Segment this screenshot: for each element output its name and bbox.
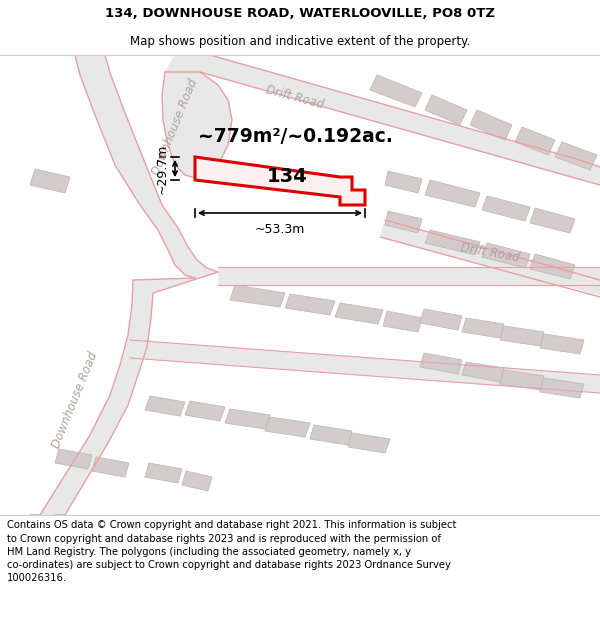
Text: Drift Road: Drift Road [265, 83, 326, 111]
Polygon shape [370, 75, 422, 107]
Polygon shape [230, 285, 285, 307]
Polygon shape [285, 294, 335, 315]
Polygon shape [182, 471, 212, 491]
Polygon shape [30, 272, 218, 515]
Polygon shape [530, 208, 575, 233]
Text: ~29.7m: ~29.7m [156, 143, 169, 194]
Polygon shape [265, 417, 310, 437]
Polygon shape [145, 463, 182, 483]
Polygon shape [383, 311, 422, 332]
Polygon shape [425, 180, 480, 207]
Polygon shape [420, 353, 462, 374]
Polygon shape [218, 267, 600, 285]
Polygon shape [310, 425, 352, 445]
Polygon shape [540, 334, 584, 354]
Polygon shape [530, 254, 575, 279]
Polygon shape [462, 318, 504, 338]
Polygon shape [162, 72, 232, 178]
Polygon shape [385, 211, 422, 233]
Polygon shape [500, 370, 544, 390]
Polygon shape [130, 340, 600, 393]
Polygon shape [185, 401, 225, 421]
Text: Contains OS data © Crown copyright and database right 2021. This information is : Contains OS data © Crown copyright and d… [7, 521, 457, 583]
Polygon shape [225, 409, 270, 429]
Polygon shape [348, 433, 390, 453]
Text: 134, DOWNHOUSE ROAD, WATERLOOVILLE, PO8 0TZ: 134, DOWNHOUSE ROAD, WATERLOOVILLE, PO8 … [105, 8, 495, 20]
Text: Drift Road: Drift Road [460, 241, 521, 264]
Polygon shape [470, 110, 512, 140]
Polygon shape [55, 449, 92, 469]
Text: Map shows position and indicative extent of the property.: Map shows position and indicative extent… [130, 35, 470, 48]
Text: Downhouse Road: Downhouse Road [50, 350, 100, 450]
Polygon shape [335, 303, 383, 324]
Polygon shape [145, 396, 185, 416]
Polygon shape [385, 171, 422, 193]
Polygon shape [555, 142, 597, 170]
Polygon shape [482, 243, 530, 268]
Text: ~779m²/~0.192ac.: ~779m²/~0.192ac. [198, 127, 393, 146]
Text: Downhouse Road: Downhouse Road [150, 77, 200, 177]
Polygon shape [380, 220, 600, 295]
Polygon shape [195, 157, 365, 205]
Text: 134: 134 [266, 168, 307, 186]
Text: ~53.3m: ~53.3m [255, 223, 305, 236]
Polygon shape [482, 196, 530, 221]
Polygon shape [165, 55, 600, 185]
Polygon shape [92, 457, 129, 477]
Polygon shape [425, 95, 467, 125]
Polygon shape [30, 169, 70, 193]
Polygon shape [462, 362, 504, 382]
Polygon shape [75, 55, 218, 278]
Polygon shape [420, 309, 462, 330]
Polygon shape [425, 230, 480, 255]
Polygon shape [515, 127, 555, 155]
Polygon shape [500, 326, 544, 346]
Polygon shape [540, 378, 584, 398]
